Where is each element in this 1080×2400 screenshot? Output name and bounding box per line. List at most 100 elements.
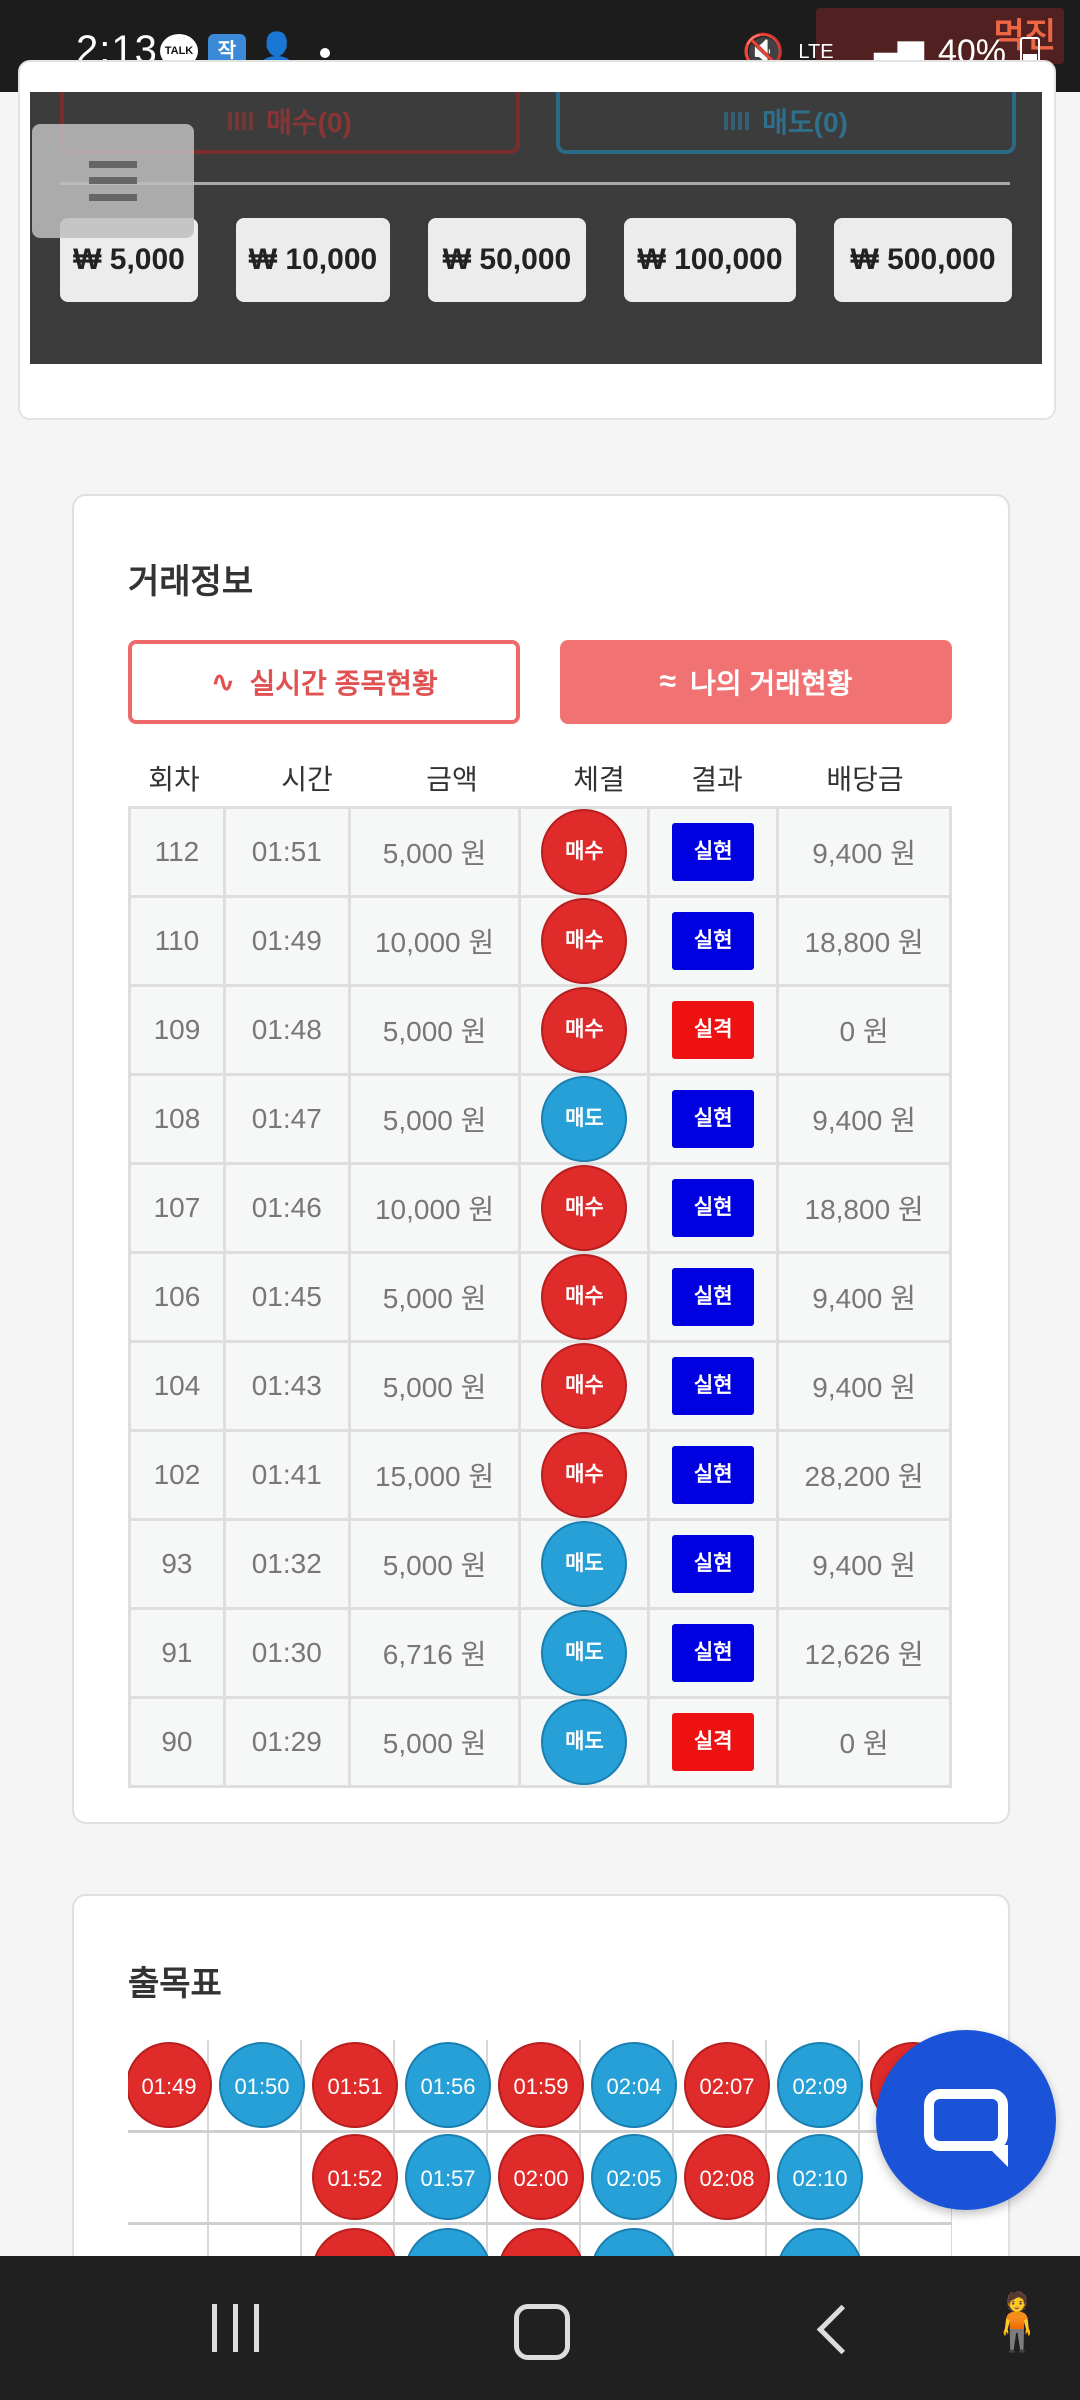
time-cell: 01:49: [222, 895, 351, 987]
result-ball: 01:57: [405, 2134, 491, 2220]
round-cell: 106: [128, 1251, 226, 1343]
board-grid-line: [858, 2040, 860, 2260]
amount-button-50000[interactable]: ₩ 50,000: [428, 218, 586, 302]
tab-live-label: 실시간 종목현황: [249, 668, 438, 699]
col-header-round: 회차: [148, 764, 200, 795]
result-cell: 실현: [647, 1607, 780, 1699]
execution-badge: 매도: [541, 1521, 628, 1607]
result-board-title: 출목표: [128, 1965, 222, 2003]
col-header-time: 시간: [281, 764, 333, 795]
tab-mine-label: 나의 거래현황: [690, 668, 853, 699]
result-badge: 실격: [672, 1713, 755, 1771]
board-grid-line: [393, 2040, 395, 2260]
amount-button-10000[interactable]: ₩ 10,000: [236, 218, 390, 302]
time-cell: 01:47: [222, 1073, 351, 1165]
time-cell: 01:45: [222, 1251, 351, 1343]
col-header-execution: 체결: [573, 764, 625, 795]
amount-cell: 5,000 원: [347, 984, 522, 1076]
result-badge: 실현: [672, 1268, 755, 1326]
board-grid-line: [128, 2130, 952, 2133]
chat-bubble-icon: [924, 2089, 1008, 2167]
result-cell: 실현: [647, 1429, 780, 1521]
result-badge: 실현: [672, 912, 755, 970]
execution-badge: 매도: [541, 1076, 628, 1162]
trade-table: 112 01:51 5,000 원 매수 실현 9,400 원 110 01:49 10,000…: [128, 806, 952, 1788]
result-cell: 실현: [647, 1340, 780, 1432]
result-badge: 실현: [672, 1090, 755, 1148]
tab-live-status[interactable]: ∿ 실시간 종목현황: [128, 640, 520, 724]
signal-bars-icon: [228, 112, 255, 130]
payout-cell: 0 원: [776, 1696, 952, 1788]
execution-cell: 매도: [518, 1518, 651, 1610]
menu-button[interactable]: [32, 124, 194, 238]
result-ball: 02:10: [777, 2134, 863, 2220]
sell-button-label: 매도(0): [762, 107, 848, 138]
result-cell: 실현: [647, 1251, 780, 1343]
amount-cell: 5,000 원: [347, 1340, 522, 1432]
buy-button-label: 매수(0): [266, 107, 352, 138]
payout-cell: 28,200 원: [776, 1429, 952, 1521]
board-grid-line: [207, 2040, 209, 2260]
home-icon[interactable]: [514, 2304, 570, 2360]
notification-dot-icon: [320, 48, 330, 58]
result-cell: 실현: [647, 1073, 780, 1165]
table-row: 106 01:45 5,000 원 매수 실현 9,400 원: [128, 1251, 952, 1343]
round-cell: 93: [128, 1518, 226, 1610]
back-icon[interactable]: [816, 2304, 867, 2355]
board-grid-line: [672, 2040, 674, 2260]
amount-cell: 15,000 원: [347, 1429, 522, 1521]
payout-cell: 12,626 원: [776, 1607, 952, 1699]
execution-badge: 매수: [541, 987, 628, 1073]
board-grid-line: [128, 2222, 952, 2225]
execution-cell: 매수: [518, 806, 651, 898]
panel-divider: [60, 182, 1010, 185]
buy-button[interactable]: 매수(0): [60, 92, 520, 154]
payout-cell: 9,400 원: [776, 1518, 952, 1610]
table-row: 109 01:48 5,000 원 매수 실격 0 원: [128, 984, 952, 1076]
round-cell: 90: [128, 1696, 226, 1788]
tab-my-trades[interactable]: ≈ 나의 거래현황: [560, 640, 952, 724]
network-type: LTE: [798, 41, 834, 63]
amount-cell: 5,000 원: [347, 1518, 522, 1610]
time-cell: 01:30: [222, 1607, 351, 1699]
result-ball: 02:07: [684, 2042, 770, 2128]
result-cell: 실현: [647, 1518, 780, 1610]
result-badge: 실현: [672, 1535, 755, 1593]
time-cell: 01:46: [222, 1162, 351, 1254]
result-ball: 01:51: [312, 2042, 398, 2128]
accessibility-icon[interactable]: 🧍: [982, 2290, 1052, 2353]
execution-cell: 매수: [518, 1429, 651, 1521]
payout-cell: 9,400 원: [776, 1251, 952, 1343]
table-row: 107 01:46 10,000 원 매수 실현 18,800 원: [128, 1162, 952, 1254]
execution-badge: 매수: [541, 1343, 628, 1429]
table-row: 102 01:41 15,000 원 매수 실현 28,200 원: [128, 1429, 952, 1521]
round-cell: 107: [128, 1162, 226, 1254]
chat-button[interactable]: [876, 2030, 1056, 2210]
system-nav-bar: 🧍: [0, 2256, 1080, 2400]
round-cell: 104: [128, 1340, 226, 1432]
payout-cell: 18,800 원: [776, 895, 952, 987]
round-cell: 108: [128, 1073, 226, 1165]
payout-cell: 9,400 원: [776, 1340, 952, 1432]
execution-badge: 매수: [541, 1432, 628, 1518]
execution-cell: 매도: [518, 1696, 651, 1788]
result-badge: 실현: [672, 1179, 755, 1237]
amount-button-100000[interactable]: ₩ 100,000: [624, 218, 796, 302]
time-cell: 01:48: [222, 984, 351, 1076]
sell-button[interactable]: 매도(0): [556, 92, 1016, 154]
pulse-icon: ∿: [210, 665, 236, 699]
col-header-payout: 배당금: [826, 764, 904, 795]
time-cell: 01:51: [222, 806, 351, 898]
table-row: 110 01:49 10,000 원 매수 실현 18,800 원: [128, 895, 952, 987]
table-row: 91 01:30 6,716 원 매도 실현 12,626 원: [128, 1607, 952, 1699]
waves-icon: ≈: [659, 665, 677, 698]
board-grid-line: [300, 2040, 302, 2260]
board-grid-line: [765, 2040, 767, 2260]
amount-button-500000[interactable]: ₩ 500,000: [834, 218, 1012, 302]
recent-apps-icon[interactable]: [212, 2304, 260, 2352]
execution-badge: 매수: [541, 1165, 628, 1251]
table-row: 112 01:51 5,000 원 매수 실현 9,400 원: [128, 806, 952, 898]
execution-badge: 매도: [541, 1699, 628, 1785]
payout-cell: 0 원: [776, 984, 952, 1076]
payout-cell: 18,800 원: [776, 1162, 952, 1254]
